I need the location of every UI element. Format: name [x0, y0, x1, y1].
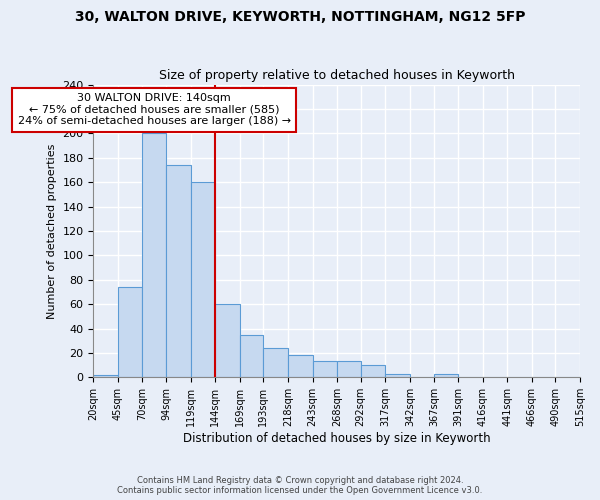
Bar	[215, 304, 240, 378]
Bar	[313, 362, 337, 378]
Bar	[434, 374, 458, 378]
X-axis label: Distribution of detached houses by size in Keyworth: Distribution of detached houses by size …	[183, 432, 490, 445]
Bar	[191, 182, 215, 378]
Bar	[337, 362, 361, 378]
Title: Size of property relative to detached houses in Keyworth: Size of property relative to detached ho…	[158, 69, 515, 82]
Bar	[240, 334, 263, 378]
Text: Contains HM Land Registry data © Crown copyright and database right 2024.
Contai: Contains HM Land Registry data © Crown c…	[118, 476, 482, 495]
Text: 30 WALTON DRIVE: 140sqm
← 75% of detached houses are smaller (585)
24% of semi-d: 30 WALTON DRIVE: 140sqm ← 75% of detache…	[18, 93, 291, 126]
Text: 30, WALTON DRIVE, KEYWORTH, NOTTINGHAM, NG12 5FP: 30, WALTON DRIVE, KEYWORTH, NOTTINGHAM, …	[75, 10, 525, 24]
Bar	[118, 287, 142, 378]
Bar	[263, 348, 288, 378]
Bar	[385, 374, 410, 378]
Bar	[288, 356, 313, 378]
Bar	[361, 365, 385, 378]
Bar	[94, 375, 118, 378]
Bar	[142, 134, 166, 378]
Y-axis label: Number of detached properties: Number of detached properties	[47, 144, 57, 318]
Bar	[166, 165, 191, 378]
